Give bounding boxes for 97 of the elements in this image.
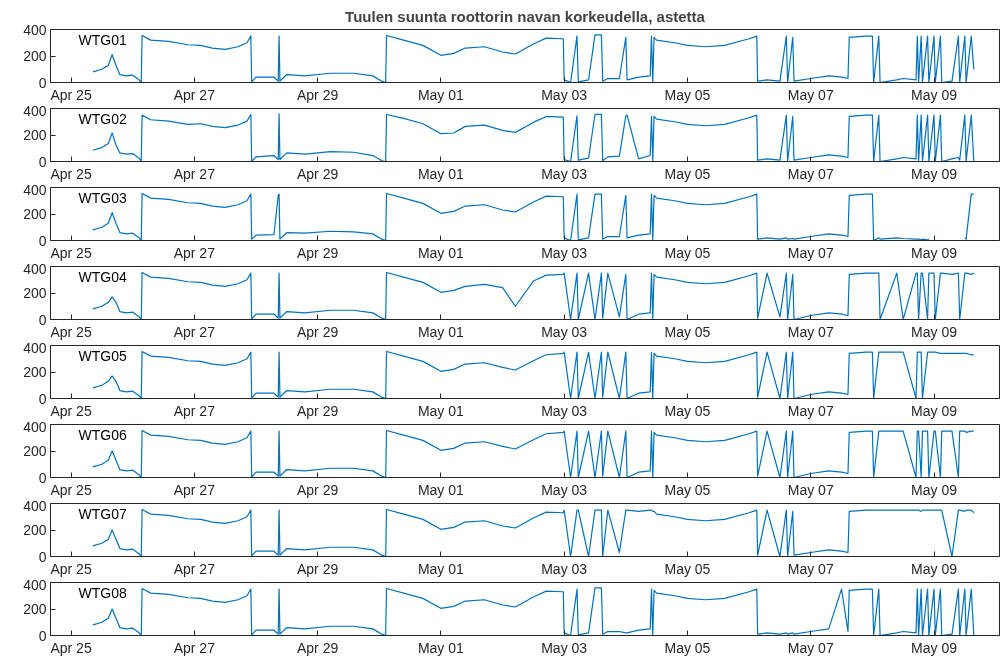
series-label: WTG04 <box>78 268 127 285</box>
x-tick-label: May 07 <box>787 86 834 103</box>
y-tick-label: 200 <box>23 443 47 459</box>
y-tick-label: 0 <box>38 390 47 407</box>
x-tick-label: May 05 <box>664 244 711 261</box>
x-tick-label: Apr 27 <box>173 402 216 419</box>
x-tick-label: May 07 <box>787 323 834 340</box>
y-tick-label: 200 <box>23 285 47 301</box>
x-tick-label: May 09 <box>911 244 958 261</box>
x-tick-label: May 01 <box>417 244 465 261</box>
x-tick-label: Apr 27 <box>173 165 216 182</box>
x-tick-label: May 05 <box>664 560 711 577</box>
x-tick-label: May 03 <box>541 244 588 261</box>
x-tick-label: May 03 <box>541 481 588 498</box>
x-tick-label: May 03 <box>541 323 588 340</box>
y-tick-label: 0 <box>38 232 47 249</box>
y-tick-label: 400 <box>23 339 47 356</box>
x-tick-label: Apr 25 <box>50 560 92 577</box>
x-tick-label: May 07 <box>787 402 834 419</box>
x-tick-label: May 09 <box>911 323 958 340</box>
y-tick-label: 400 <box>23 418 47 435</box>
x-tick-label: Apr 29 <box>296 639 339 656</box>
x-tick-label: May 05 <box>664 165 711 182</box>
y-tick-label: 400 <box>23 102 47 119</box>
x-tick-label: May 07 <box>787 639 834 656</box>
x-tick-label: May 07 <box>787 560 834 577</box>
x-tick-label: May 03 <box>541 402 588 419</box>
x-tick-label: May 09 <box>911 402 958 419</box>
x-tick-label: Apr 29 <box>296 86 339 103</box>
x-tick-label: May 09 <box>911 165 958 182</box>
x-tick-label: May 05 <box>664 639 711 656</box>
x-tick-label: May 01 <box>417 639 465 656</box>
y-tick-label: 0 <box>38 311 47 328</box>
x-tick-label: May 03 <box>541 165 588 182</box>
y-tick-label: 0 <box>38 153 47 170</box>
x-tick-label: Apr 29 <box>296 244 339 261</box>
x-tick-label: May 07 <box>787 481 834 498</box>
y-tick-label: 0 <box>38 74 47 91</box>
series-label: WTG08 <box>78 584 127 601</box>
x-tick-label: Apr 25 <box>50 244 92 261</box>
x-tick-label: Apr 25 <box>50 481 92 498</box>
x-tick-label: May 07 <box>787 244 834 261</box>
x-tick-label: May 09 <box>911 639 958 656</box>
y-tick-label: 200 <box>23 601 47 617</box>
x-tick-label: May 05 <box>664 323 711 340</box>
x-tick-label: May 01 <box>417 86 465 103</box>
x-tick-label: Apr 29 <box>296 323 339 340</box>
x-tick-label: May 01 <box>417 323 465 340</box>
x-tick-label: Apr 27 <box>173 481 216 498</box>
x-tick-label: May 01 <box>417 402 465 419</box>
y-tick-label: 0 <box>38 469 47 486</box>
x-tick-label: May 09 <box>911 86 958 103</box>
x-tick-label: May 01 <box>417 560 465 577</box>
y-tick-label: 200 <box>23 48 47 64</box>
y-tick-label: 400 <box>23 260 47 277</box>
y-tick-label: 0 <box>38 548 47 565</box>
x-tick-label: Apr 27 <box>173 244 216 261</box>
x-tick-label: Apr 25 <box>50 86 92 103</box>
x-tick-label: Apr 27 <box>173 323 216 340</box>
series-label: WTG01 <box>78 31 127 48</box>
y-tick-label: 400 <box>23 497 47 514</box>
x-tick-label: Apr 29 <box>296 165 339 182</box>
x-tick-label: Apr 29 <box>296 402 339 419</box>
x-tick-label: May 03 <box>541 86 588 103</box>
x-tick-label: May 03 <box>541 639 588 656</box>
series-label: WTG06 <box>78 426 127 443</box>
y-tick-label: 200 <box>23 127 47 143</box>
series-label: WTG03 <box>78 189 127 206</box>
x-tick-label: Apr 25 <box>50 323 92 340</box>
x-tick-label: May 07 <box>787 165 834 182</box>
x-tick-label: May 01 <box>417 481 465 498</box>
x-tick-label: May 09 <box>911 560 958 577</box>
x-tick-label: Apr 27 <box>173 639 216 656</box>
x-tick-label: Apr 27 <box>173 560 216 577</box>
x-tick-label: Apr 27 <box>173 86 216 103</box>
y-tick-label: 400 <box>23 21 47 38</box>
y-tick-label: 200 <box>23 206 47 222</box>
y-tick-label: 0 <box>38 627 47 644</box>
series-label: WTG07 <box>78 505 127 522</box>
x-tick-label: Apr 29 <box>296 481 339 498</box>
chart-title: Tuulen suunta roottorin navan korkeudella, astetta <box>345 7 706 25</box>
x-tick-label: May 05 <box>664 86 711 103</box>
x-tick-label: May 01 <box>417 165 465 182</box>
x-tick-label: May 03 <box>541 560 588 577</box>
x-tick-label: May 05 <box>664 402 711 419</box>
x-tick-label: Apr 29 <box>296 560 339 577</box>
y-tick-label: 400 <box>23 576 47 593</box>
x-tick-label: Apr 25 <box>50 402 92 419</box>
x-tick-label: Apr 25 <box>50 165 92 182</box>
series-label: WTG02 <box>78 110 127 127</box>
y-tick-label: 200 <box>23 364 47 380</box>
x-tick-label: May 09 <box>911 481 958 498</box>
x-tick-label: Apr 25 <box>50 639 92 656</box>
x-tick-label: May 05 <box>664 481 711 498</box>
y-tick-label: 400 <box>23 181 47 198</box>
series-label: WTG05 <box>78 347 127 364</box>
y-tick-label: 200 <box>23 522 47 538</box>
